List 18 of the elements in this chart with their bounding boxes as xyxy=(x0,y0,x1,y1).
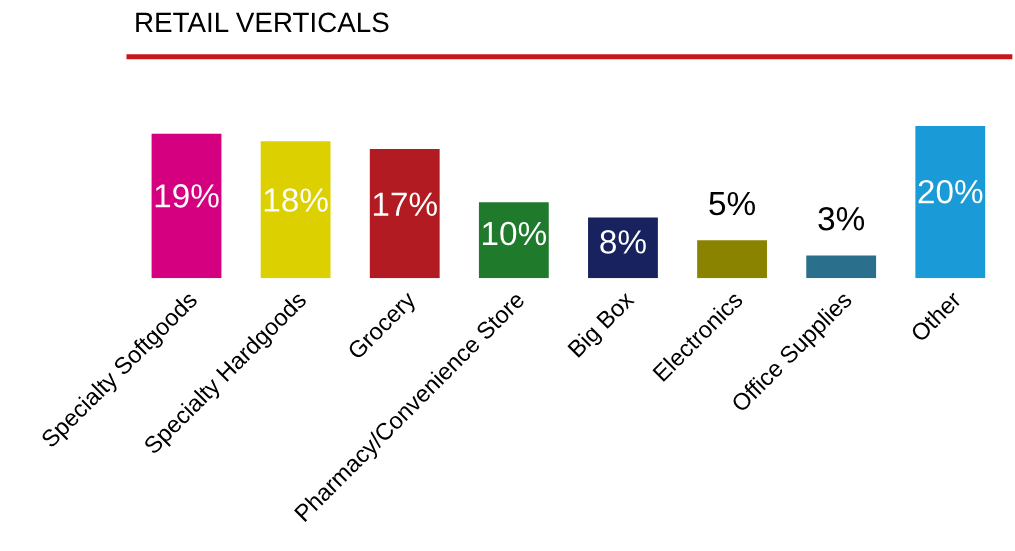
bar xyxy=(697,240,767,279)
data-label: 17% xyxy=(373,192,437,216)
data-label: 18% xyxy=(264,188,328,212)
bar xyxy=(260,141,331,279)
bar xyxy=(478,202,549,279)
data-label: 20% xyxy=(918,179,983,204)
data-label: 10% xyxy=(483,221,547,246)
x-tick-label: Big Box xyxy=(566,289,639,362)
data-label: 8% xyxy=(600,230,646,254)
data-label: 5% xyxy=(709,191,755,216)
bar xyxy=(369,148,440,279)
data-label: 19% xyxy=(155,184,219,208)
chart-title: RETAIL VERTICALS xyxy=(136,12,389,33)
bar xyxy=(588,217,658,279)
bar xyxy=(151,133,222,279)
bar xyxy=(915,126,986,279)
bar xyxy=(806,255,877,279)
data-label: 3% xyxy=(818,206,865,231)
